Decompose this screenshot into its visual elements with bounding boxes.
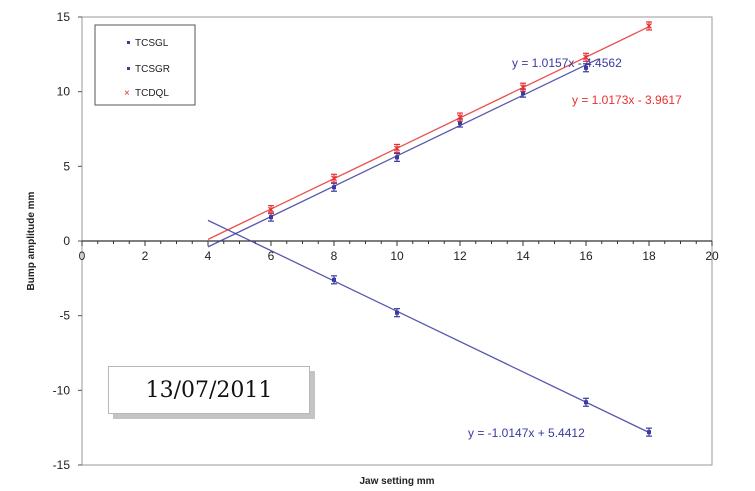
legend-label-tcdql: TCDQL — [135, 88, 169, 99]
x-tick-label: 14 — [516, 249, 530, 263]
data-point-tcsgr — [331, 275, 337, 285]
x-tick-label: 0 — [79, 249, 86, 263]
x-marker — [331, 175, 337, 182]
data-points — [268, 21, 652, 437]
data-point-tcsgl — [394, 152, 400, 162]
legend-box — [94, 24, 196, 106]
trendline-tcdql — [207, 26, 650, 240]
square-marker — [647, 430, 651, 435]
y-axis: -15 -10 -5 0 5 10 15 — [53, 10, 82, 472]
x-tick-label: 6 — [268, 249, 275, 263]
x-marker — [583, 54, 589, 61]
data-point-tcdql — [520, 82, 526, 92]
square-marker — [395, 155, 399, 160]
equation-tcsgr: y = -1.0147x + 5.4412 — [468, 426, 585, 440]
legend-marker-tcsgl — [127, 41, 130, 44]
square-marker — [332, 277, 336, 282]
square-marker — [332, 185, 336, 190]
square-marker — [521, 91, 525, 96]
data-point-tcdql — [268, 205, 274, 215]
square-marker — [269, 215, 273, 220]
data-point-tcsgl — [331, 182, 337, 192]
data-point-tcdql — [646, 21, 652, 31]
data-point-tcdql — [331, 173, 337, 183]
data-point-tcsgr — [646, 427, 652, 437]
data-point-tcsgr — [394, 308, 400, 318]
equation-tcdql: y = 1.0173x - 3.9617 — [572, 93, 682, 107]
y-tick-label: -5 — [59, 309, 70, 323]
data-point-tcsgl — [583, 63, 589, 73]
date-stamp: 13/07/2011 — [108, 366, 310, 414]
x-marker — [646, 23, 652, 29]
y-tick-label: 10 — [57, 85, 71, 99]
y-tick-label: 5 — [63, 159, 70, 173]
legend-marker-tcdql: × — [124, 88, 130, 99]
x-tick-label: 16 — [579, 249, 593, 263]
legend-label-tcsgl: TCSGL — [135, 38, 169, 49]
legend-label-tcsgr: TCSGR — [135, 64, 170, 75]
y-tick-label: 15 — [57, 10, 71, 24]
x-tick-label: 20 — [705, 249, 719, 263]
square-marker — [584, 65, 588, 70]
data-point-tcdql — [583, 52, 589, 62]
data-point-tcdql — [457, 112, 463, 122]
x-marker — [520, 84, 526, 91]
legend: TCSGL TCSGR × TCDQL — [94, 24, 196, 106]
trendline-tcsgl — [207, 58, 599, 248]
square-marker — [395, 310, 399, 315]
trendline-tcsgr — [207, 219, 650, 434]
square-marker — [584, 400, 588, 405]
x-marker — [457, 114, 463, 120]
x-tick-label: 4 — [205, 249, 212, 263]
square-marker — [458, 121, 462, 126]
equation-tcsgl: y = 1.0157x - 4.4562 — [512, 56, 622, 70]
y-tick-label: -10 — [53, 383, 71, 397]
y-tick-label: -15 — [53, 458, 71, 472]
x-axis: 0 2 4 6 8 10 12 14 16 18 20 — [79, 240, 719, 263]
trendline-equations: y = 1.0157x - 4.4562 y = -1.0147x + 5.441… — [468, 56, 682, 440]
x-tick-label: 8 — [331, 249, 338, 263]
x-axis-title: Jaw setting mm — [359, 476, 434, 487]
y-axis-title: Bump amplitude mm — [26, 191, 37, 290]
y-tick-label: 0 — [63, 234, 70, 248]
data-point-tcsgr — [583, 397, 589, 407]
x-marker — [268, 206, 274, 213]
x-marker — [394, 145, 400, 152]
legend-marker-tcsgr — [127, 67, 130, 70]
x-tick-label: 10 — [390, 249, 404, 263]
x-tick-label: 12 — [453, 249, 467, 263]
data-point-tcdql — [394, 143, 400, 154]
x-tick-label: 2 — [142, 249, 149, 263]
x-tick-label: 18 — [642, 249, 656, 263]
trendlines — [207, 26, 650, 434]
